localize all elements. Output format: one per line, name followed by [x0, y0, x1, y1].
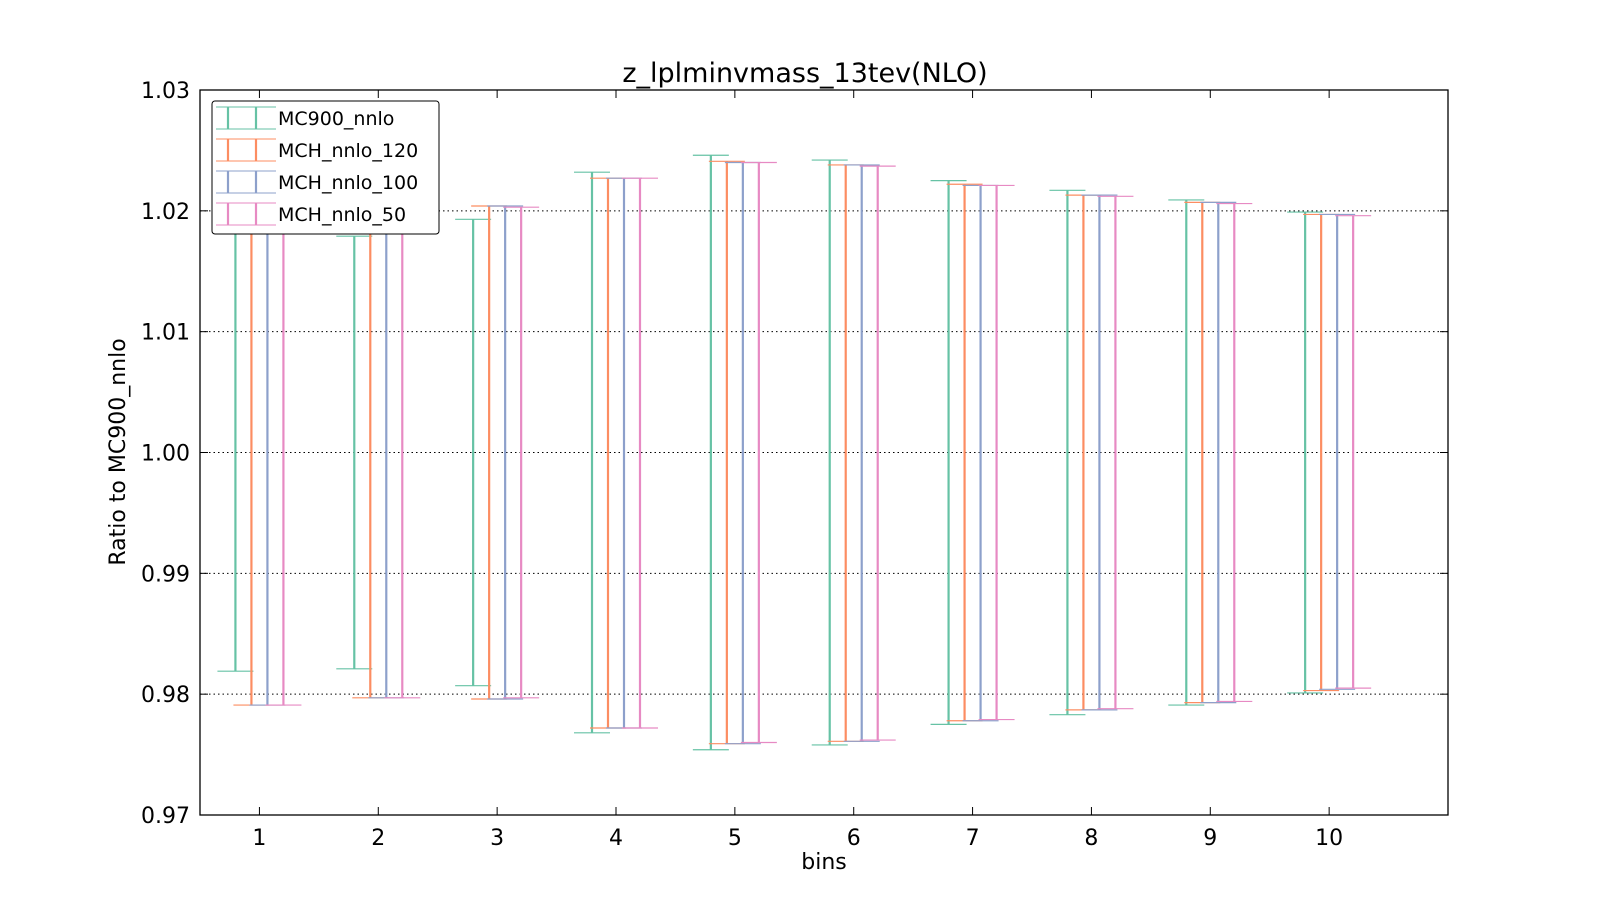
series-MC900_nnlo	[217, 154, 1324, 751]
series-group	[217, 154, 1372, 751]
x-tick-label: 1	[252, 826, 266, 851]
series-MCH_nnlo_100	[249, 161, 1356, 745]
legend-label: MCH_nnlo_50	[278, 204, 406, 226]
legend: MC900_nnlo MCH_nnlo_120 MCH_nnlo_100 MCH_nn…	[211, 100, 440, 235]
x-tick-label: 3	[490, 826, 504, 851]
legend-label: MCH_nnlo_120	[278, 140, 418, 162]
legend-box	[211, 100, 440, 235]
legend-entry: MCH_nnlo_120	[216, 138, 418, 162]
x-tick-label: 6	[847, 826, 861, 851]
x-tick-label: 2	[371, 826, 385, 851]
y-tick-label: 0.98	[141, 683, 190, 708]
x-tick-label: 10	[1315, 826, 1343, 851]
x-tick-label: 8	[1084, 826, 1098, 851]
y-tick-label: 1.00	[141, 442, 190, 467]
legend-entry: MCH_nnlo_100	[216, 170, 418, 194]
legend-label: MCH_nnlo_100	[278, 172, 418, 194]
chart-title: z_lplminvmass_13tev(NLO)	[622, 58, 987, 89]
y-tick-label: 0.97	[141, 804, 190, 829]
y-axis-title: Ratio to MC900_nnlo	[106, 338, 131, 565]
x-tick-label: 4	[609, 826, 623, 851]
legend-entry: MC900_nnlo	[216, 106, 394, 130]
x-tick-label: 7	[966, 826, 980, 851]
y-tick-label: 0.99	[141, 562, 190, 587]
x-tick-label: 9	[1203, 826, 1217, 851]
y-tick-label: 1.03	[141, 79, 190, 104]
series-MCH_nnlo_50	[265, 161, 1372, 744]
axis-ticks: 0.97 0.98 0.99 1.00 1.01 1.02 1.03 1 2 3 4 5 6 7 8 9 10	[141, 79, 1448, 851]
x-axis-title: bins	[801, 850, 846, 875]
y-tick-label: 1.01	[141, 321, 190, 346]
y-tick-label: 1.02	[141, 200, 190, 225]
legend-entry: MCH_nnlo_50	[216, 202, 406, 226]
legend-label: MC900_nnlo	[278, 108, 394, 130]
x-tick-label: 5	[728, 826, 742, 851]
